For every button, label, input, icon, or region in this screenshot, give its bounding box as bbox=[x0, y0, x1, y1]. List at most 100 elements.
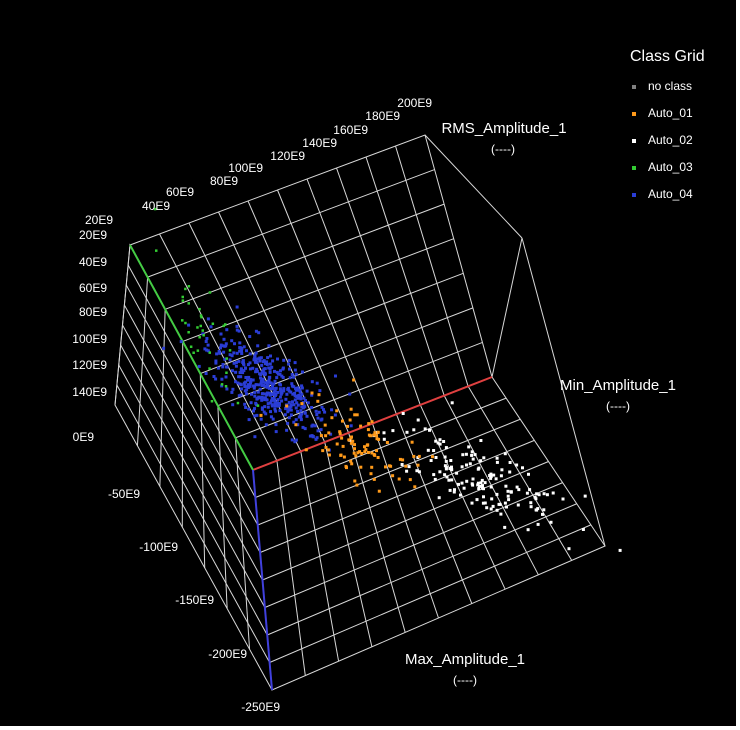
auto-02-point bbox=[479, 481, 483, 485]
auto-02-point bbox=[382, 437, 386, 441]
auto-04-point bbox=[237, 329, 241, 333]
auto-04-point bbox=[273, 379, 277, 383]
auto-04-point bbox=[260, 395, 264, 399]
auto-04-point bbox=[317, 410, 321, 414]
auto-04-point bbox=[313, 424, 317, 428]
auto-04-point bbox=[333, 413, 337, 417]
auto-02-point bbox=[423, 427, 427, 431]
auto-02-point bbox=[447, 478, 451, 482]
auto-04-point bbox=[276, 372, 280, 376]
grid-line bbox=[269, 524, 592, 663]
auto-01-point bbox=[342, 455, 346, 459]
auto-04-point bbox=[221, 363, 225, 366]
auto-04-point bbox=[348, 392, 352, 396]
auto-01-point bbox=[346, 424, 349, 428]
auto-02-point bbox=[529, 501, 533, 505]
auto-04-point bbox=[269, 415, 273, 419]
auto-01-point bbox=[317, 393, 321, 397]
auto-03-point bbox=[187, 302, 190, 305]
auto-04-point bbox=[268, 362, 272, 366]
auto-03-point bbox=[192, 351, 195, 354]
auto-02-point bbox=[481, 501, 485, 505]
auto-01-point bbox=[327, 431, 331, 435]
auto-04-point bbox=[241, 359, 245, 363]
auto-04-point bbox=[263, 392, 267, 396]
auto-02-point bbox=[506, 494, 510, 498]
auto-04-point bbox=[310, 406, 314, 409]
auto-02-point bbox=[542, 492, 546, 496]
auto-04-point bbox=[203, 347, 207, 351]
auto-02-point bbox=[503, 525, 507, 529]
auto-01-point bbox=[350, 462, 354, 466]
auto-04-point bbox=[299, 418, 303, 422]
auto-01-point bbox=[397, 477, 401, 481]
auto-01-point bbox=[416, 463, 420, 467]
auto-04-point bbox=[231, 387, 235, 391]
auto-02-point bbox=[444, 465, 448, 469]
auto-03-point bbox=[236, 401, 240, 405]
auto-02-point bbox=[448, 467, 452, 470]
auto-04-point bbox=[215, 352, 219, 356]
auto-04-point bbox=[253, 407, 256, 411]
auto-04-point bbox=[310, 380, 314, 384]
auto-04-point bbox=[291, 392, 295, 396]
auto-04-point bbox=[248, 382, 252, 386]
auto-04-point bbox=[238, 349, 242, 353]
auto-01-point bbox=[391, 474, 395, 478]
auto-04-point bbox=[220, 377, 224, 381]
auto-04-point bbox=[295, 388, 299, 392]
auto-04-point bbox=[258, 396, 262, 400]
auto-02-point bbox=[499, 512, 503, 516]
auto-04-point bbox=[267, 366, 271, 370]
min-tick-label: 140E9 bbox=[72, 385, 107, 399]
auto-04-point bbox=[231, 403, 235, 407]
rms-tick-label: 80E9 bbox=[210, 174, 238, 188]
auto-01-point bbox=[358, 450, 362, 454]
grid-line bbox=[365, 156, 445, 396]
auto-01-point bbox=[351, 439, 355, 443]
auto-04-point bbox=[234, 370, 238, 374]
auto-01-point bbox=[370, 451, 374, 455]
max-axis-unit: (----) bbox=[453, 673, 477, 687]
grid-line bbox=[147, 169, 435, 278]
max-tick-label: -100E9 bbox=[139, 540, 178, 554]
auto-04-point bbox=[251, 378, 255, 382]
rms-tick-label: 40E9 bbox=[142, 199, 170, 213]
auto-03-point bbox=[210, 400, 214, 403]
rms-axis-line bbox=[252, 376, 493, 471]
rms-tick-label: 140E9 bbox=[302, 136, 337, 150]
auto-04-point bbox=[281, 367, 285, 371]
legend-entry-label: Auto_04 bbox=[648, 187, 693, 201]
grid-line bbox=[164, 203, 445, 310]
auto-01-point bbox=[417, 454, 421, 458]
auto-01-point bbox=[375, 434, 378, 438]
auto-03-point bbox=[202, 334, 205, 337]
auto-01-point bbox=[316, 399, 320, 403]
auto-03-point bbox=[198, 307, 201, 311]
auto-03-point bbox=[220, 383, 224, 386]
auto-01-point bbox=[350, 435, 353, 439]
auto-01-point bbox=[373, 431, 377, 435]
auto-04-point bbox=[279, 383, 282, 387]
auto-01-point bbox=[372, 433, 376, 437]
auto-04-point bbox=[259, 373, 263, 376]
auto-01-point bbox=[366, 428, 370, 432]
auto-04-point bbox=[274, 430, 278, 434]
auto-02-point bbox=[489, 507, 493, 511]
auto-02-point bbox=[549, 520, 553, 524]
auto-02-point bbox=[476, 483, 480, 487]
auto-04-point bbox=[253, 354, 257, 357]
auto-04-point bbox=[297, 394, 301, 397]
auto-02-point bbox=[436, 441, 440, 445]
auto-02-point bbox=[515, 463, 519, 467]
auto-02-point bbox=[525, 491, 529, 495]
auto-04-point bbox=[249, 378, 253, 382]
auto-01-point bbox=[377, 489, 381, 493]
auto-01-point bbox=[372, 477, 376, 481]
auto-01-point bbox=[355, 413, 359, 417]
auto-04-point bbox=[254, 351, 258, 355]
auto-04-point bbox=[288, 367, 291, 371]
auto-02-point bbox=[505, 505, 508, 509]
auto-04-point bbox=[206, 349, 210, 353]
